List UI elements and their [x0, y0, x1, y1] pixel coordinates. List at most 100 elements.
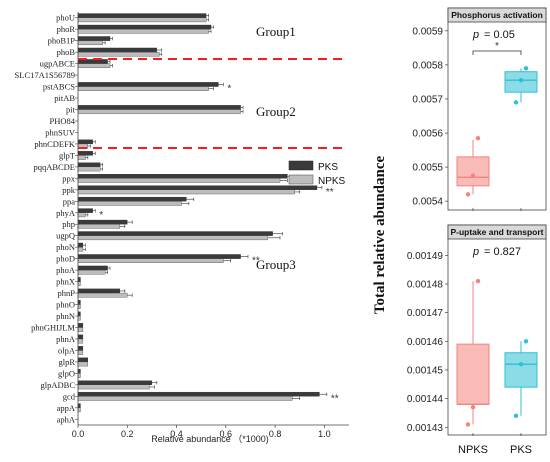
bar-npks [77, 247, 84, 252]
category-label: aphA [57, 414, 76, 424]
y-tick-label: 0.0059 [412, 26, 443, 37]
category-label: glpT [59, 150, 76, 160]
category-label: phnN [56, 311, 75, 321]
bar-row: SLC17A1S56789 [15, 70, 78, 80]
box-body [456, 156, 490, 187]
bar-npks [77, 86, 209, 91]
data-point [513, 100, 519, 105]
bar-row: phoU [56, 13, 209, 23]
data-point [518, 78, 524, 83]
bar-npks [77, 29, 209, 34]
bar-pks [77, 357, 89, 363]
category-label: phoU [56, 13, 75, 23]
x-tick-label: 0.8 [269, 429, 282, 439]
bar-pks [77, 334, 84, 340]
category-label: phnX [56, 277, 75, 287]
bar-row: phoN [56, 242, 86, 252]
bar-pks [77, 47, 157, 53]
box-body [456, 343, 490, 405]
category-label: phnCDEFK [34, 139, 75, 149]
p-label: p [472, 29, 479, 41]
bar-row: glpO [58, 368, 81, 378]
category-label: PHO84 [49, 116, 75, 126]
y-tick-label: 0.00148 [407, 279, 444, 290]
boxplot-p-uptake-transport: P-uptake and transport 0.00143 0.00144 0.0… [407, 224, 547, 436]
bar-row: phnSUV [45, 127, 78, 137]
panel-title: Phosphorus activation [451, 10, 543, 20]
bar-npks [77, 384, 150, 390]
category-label: olpA [58, 345, 76, 355]
bar-npks [77, 109, 241, 114]
bar-pks [77, 231, 273, 236]
box-pks [504, 66, 538, 105]
bar-pks [77, 36, 111, 41]
bar-pks [77, 105, 241, 110]
category-label: ugpQ [56, 231, 75, 241]
category-label: pstABCS [43, 82, 75, 92]
bar-row: aphA [57, 414, 78, 424]
bar-pks [77, 265, 108, 271]
bar-row: phnA [56, 334, 84, 344]
bar-pks [77, 323, 84, 328]
bar-row: olpA [58, 345, 84, 355]
category-label: phoA [56, 265, 76, 275]
data-point [465, 192, 471, 197]
bar-npks [77, 396, 293, 401]
category-label: phoN [56, 242, 75, 252]
bar-row: ugpQ [56, 231, 283, 241]
panel-title: P-uptake and transport [450, 227, 543, 237]
bar-npks [77, 155, 86, 160]
category-label: pitAB [54, 93, 75, 103]
bar-pks [77, 208, 93, 213]
legend-label-npks: NPKS [318, 176, 346, 187]
panel-strip [447, 7, 547, 23]
data-point [475, 278, 481, 284]
bar-npks [77, 52, 160, 57]
bar-pks [77, 196, 187, 202]
p-value: = 0.827 [484, 246, 521, 258]
bar-pks [77, 82, 219, 87]
bar-pks [77, 59, 108, 64]
bar-npks [77, 361, 89, 367]
category-label: phnP [58, 288, 76, 298]
significance-mark: ** [331, 393, 339, 404]
bar-npks [77, 40, 103, 46]
bar-pks [77, 151, 93, 156]
bar-row: pit [66, 105, 244, 115]
bar-row: ugpABCE [40, 59, 113, 69]
bar-npks [77, 224, 121, 229]
bar-npks [77, 201, 182, 206]
bar-row: php [62, 219, 133, 229]
significance-mark: ** [252, 256, 260, 267]
y-tick-label: 0.0057 [412, 94, 443, 105]
category-label: phoB [57, 47, 76, 57]
bar-pks [77, 185, 318, 190]
category-label: ppk [62, 185, 76, 195]
box-npks [456, 135, 490, 197]
bar-pks [77, 288, 121, 294]
bar-row: gcd ** [63, 391, 339, 404]
y-tick-label: 0.0054 [412, 197, 443, 208]
box-npks [456, 278, 490, 427]
y-tick-label: 0.00146 [407, 337, 444, 348]
bar-row: phoA [56, 265, 111, 275]
significance-mark: ** [326, 187, 334, 198]
panel-strip [447, 224, 547, 240]
bar-pks [77, 219, 128, 225]
data-point [523, 339, 529, 344]
data-point [513, 413, 519, 419]
bar-pks [77, 13, 207, 18]
bar-row: phnN [56, 311, 81, 321]
legend: PKS NPKS [288, 160, 346, 187]
significance-bracket [472, 50, 522, 55]
bar-row: phnX [56, 277, 81, 287]
category-label: appA [57, 403, 76, 413]
x-tick-label: 0.0 [72, 429, 85, 439]
bar-npks [77, 338, 84, 344]
x-tick-label: 0.6 [220, 429, 233, 439]
x-tick-label: 0.2 [121, 429, 134, 439]
bar-pks [77, 242, 84, 248]
bar-row: phoB [57, 47, 163, 57]
bar-row: phyA * [56, 208, 103, 221]
x-category-npks: NPKS [458, 444, 488, 456]
